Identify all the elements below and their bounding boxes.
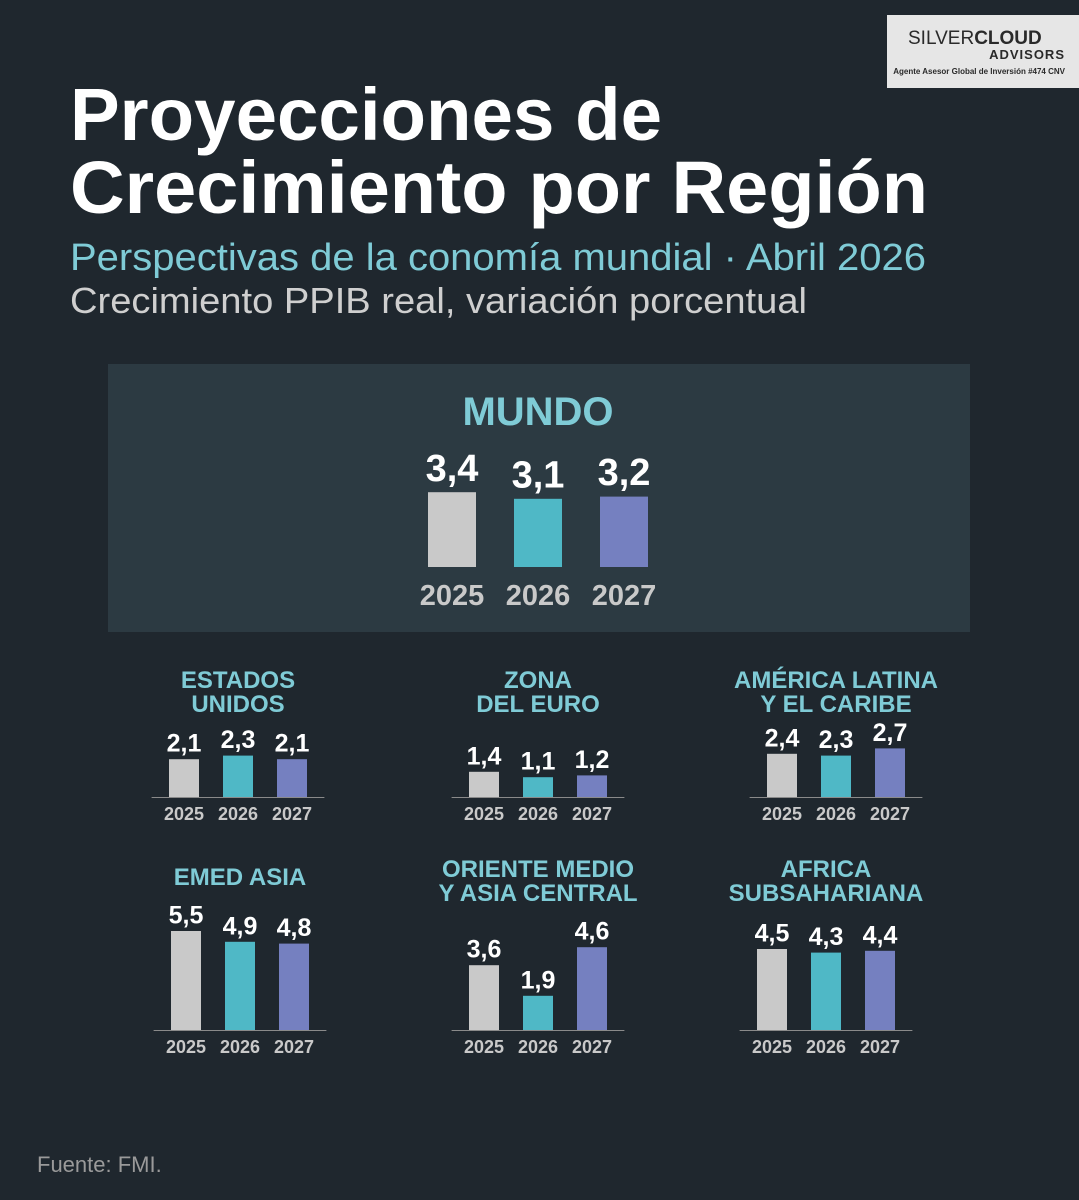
x-tick-label: 2025 xyxy=(166,1037,206,1057)
chart-title: AMÉRICA LATINA xyxy=(734,666,938,694)
value-label: 3,2 xyxy=(598,452,651,494)
bar xyxy=(523,777,553,797)
bar xyxy=(169,759,199,797)
chart-title: ZONA xyxy=(504,667,572,694)
x-tick-label: 2027 xyxy=(274,1037,314,1057)
value-label: 4,5 xyxy=(755,920,790,948)
x-tick-label: 2026 xyxy=(506,580,571,612)
value-label: 1,9 xyxy=(521,966,556,994)
world-panel xyxy=(108,364,970,632)
x-tick-label: 2025 xyxy=(752,1037,792,1057)
bar xyxy=(469,965,499,1030)
brand-name: SILVERCLOUD xyxy=(908,28,1042,49)
chart-title: UNIDOS xyxy=(191,691,284,718)
brand-light: SILVER xyxy=(908,28,974,49)
bar xyxy=(514,498,562,567)
subtitle: Perspectivas de la conomía mundial · Abr… xyxy=(70,237,926,279)
bar xyxy=(811,952,841,1030)
x-tick-label: 2025 xyxy=(420,580,485,612)
value-label: 5,5 xyxy=(169,902,204,930)
x-tick-label: 2025 xyxy=(464,804,504,824)
x-tick-label: 2026 xyxy=(518,1037,558,1057)
value-label: 2,1 xyxy=(275,730,310,758)
x-tick-label: 2025 xyxy=(464,1037,504,1057)
brand-line2: ADVISORS xyxy=(989,47,1065,62)
chart-title: AFRICA xyxy=(781,856,872,883)
bar xyxy=(428,492,476,567)
brand-line3: Agente Asesor Global de Inversión #474 C… xyxy=(893,67,1065,76)
x-tick-label: 2026 xyxy=(518,804,558,824)
bar xyxy=(875,748,905,797)
value-label: 2,1 xyxy=(167,730,202,758)
chart-title: DEL EURO xyxy=(476,691,600,718)
value-label: 1,1 xyxy=(521,748,556,776)
bar xyxy=(225,941,255,1030)
chart-title: ESTADOS xyxy=(181,667,295,694)
bar xyxy=(277,759,307,797)
chart-title: Y ASIA CENTRAL xyxy=(438,880,637,907)
value-label: 2,3 xyxy=(221,726,256,754)
chart-title: SUBSAHARIANA xyxy=(729,880,924,907)
bar xyxy=(767,753,797,797)
x-tick-label: 2027 xyxy=(860,1037,900,1057)
value-label: 2,3 xyxy=(819,726,854,754)
bar xyxy=(469,771,499,797)
value-label: 3,6 xyxy=(467,936,502,964)
bar xyxy=(600,496,648,567)
bar xyxy=(865,950,895,1030)
value-label: 4,6 xyxy=(575,918,610,946)
title-line: Proyecciones de xyxy=(70,73,662,156)
bar xyxy=(223,755,253,797)
title-line: Crecimiento por Región xyxy=(70,146,928,229)
x-tick-label: 2027 xyxy=(572,804,612,824)
bar xyxy=(577,947,607,1030)
value-label: 4,3 xyxy=(809,923,844,951)
x-tick-label: 2027 xyxy=(272,804,312,824)
bar xyxy=(171,931,201,1030)
value-label: 3,1 xyxy=(512,454,565,496)
chart-title: Y EL CARIBE xyxy=(760,691,911,718)
x-tick-label: 2026 xyxy=(806,1037,846,1057)
value-label: 1,2 xyxy=(575,746,610,774)
x-tick-label: 2027 xyxy=(592,580,657,612)
value-label: 4,9 xyxy=(223,912,258,940)
description: Crecimiento PPIB real, variación porcent… xyxy=(70,280,807,321)
brand-box xyxy=(887,15,1079,88)
value-label: 4,8 xyxy=(277,914,312,942)
bar xyxy=(279,943,309,1030)
chart-title: ORIENTE MEDIO xyxy=(442,856,634,883)
bar xyxy=(577,775,607,797)
chart-title: EMED ASIA xyxy=(174,864,306,891)
brand-bold: CLOUD xyxy=(974,28,1042,49)
value-label: 3,4 xyxy=(426,448,479,490)
bar xyxy=(523,995,553,1030)
x-tick-label: 2025 xyxy=(164,804,204,824)
value-label: 4,4 xyxy=(863,921,898,949)
value-label: 2,7 xyxy=(873,719,908,747)
x-tick-label: 2026 xyxy=(816,804,856,824)
value-label: 1,4 xyxy=(467,742,502,770)
x-tick-label: 2027 xyxy=(870,804,910,824)
bar xyxy=(821,755,851,797)
chart-title: MUNDO xyxy=(462,390,613,434)
value-label: 2,4 xyxy=(765,724,800,752)
x-tick-label: 2026 xyxy=(218,804,258,824)
x-tick-label: 2027 xyxy=(572,1037,612,1057)
bar xyxy=(757,949,787,1030)
source: Fuente: FMI. xyxy=(37,1152,162,1177)
x-tick-label: 2025 xyxy=(762,804,802,824)
x-tick-label: 2026 xyxy=(220,1037,260,1057)
